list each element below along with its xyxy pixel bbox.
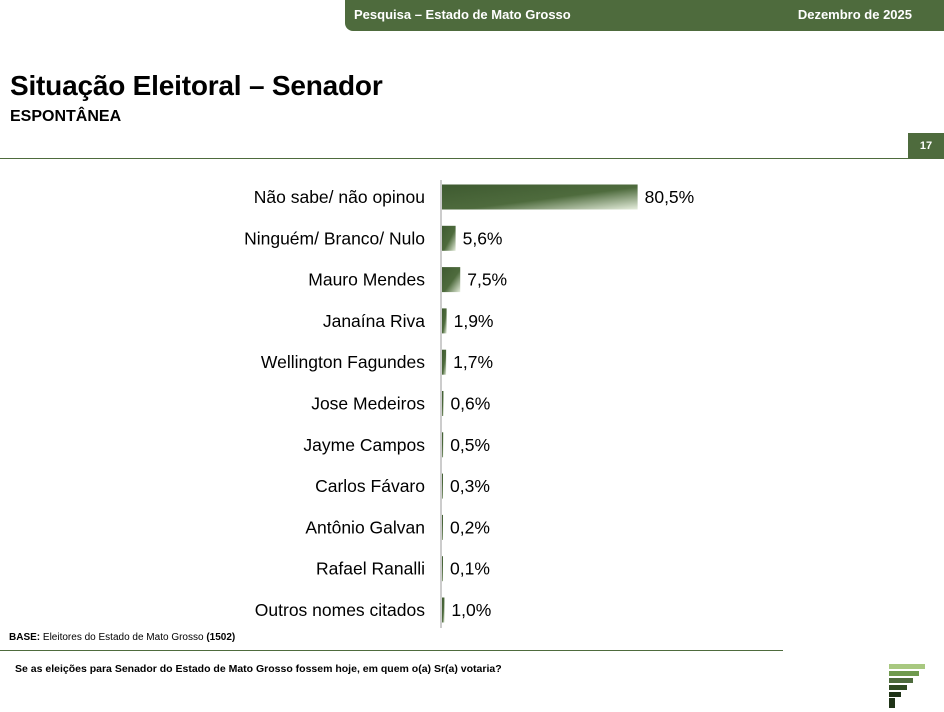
value-label: 0,2%: [450, 517, 490, 537]
value-label: 0,3%: [450, 476, 490, 496]
logo-stripe: [889, 692, 901, 697]
footer-divider: [0, 650, 783, 651]
base-text: Eleitores do Estado de Mato Grosso: [42, 632, 204, 643]
logo-stem: [889, 698, 895, 708]
logo-stripe: [889, 671, 919, 676]
logo-stripe: [889, 664, 925, 669]
category-label: Jayme Campos: [303, 435, 425, 455]
category-label: Carlos Fávaro: [315, 476, 425, 496]
bar: [442, 184, 638, 210]
category-label: Wellington Fagundes: [261, 352, 425, 372]
category-label: Antônio Galvan: [305, 517, 425, 537]
category-label: Outros nomes citados: [255, 600, 425, 620]
bar: [442, 391, 444, 416]
value-label: 80,5%: [645, 187, 695, 207]
category-label: Ninguém/ Branco/ Nulo: [244, 228, 425, 248]
header-title: Pesquisa – Estado de Mato Grosso: [354, 7, 571, 22]
header-bar: Pesquisa – Estado de Mato Grosso Dezembr…: [345, 0, 944, 31]
value-label: 1,0%: [451, 600, 491, 620]
bar: [442, 308, 447, 334]
value-label: 0,1%: [450, 559, 490, 579]
category-label: Jose Medeiros: [311, 394, 425, 414]
header-divider: [0, 158, 908, 159]
logo-stripe: [889, 678, 913, 683]
value-label: 1,9%: [454, 311, 494, 331]
stacked-bars-logo-icon: [889, 664, 925, 708]
logo-stripe: [889, 685, 907, 690]
page-subtitle: ESPONTÂNEA: [10, 108, 122, 125]
bar: [442, 432, 444, 458]
bar: [442, 349, 447, 375]
bar: [442, 267, 461, 293]
value-label: 5,6%: [463, 228, 503, 248]
value-label: 0,6%: [450, 394, 490, 414]
base-label: BASE:: [9, 632, 41, 643]
bar: [442, 225, 456, 251]
category-label: Mauro Mendes: [308, 270, 425, 290]
header-date: Dezembro de 2025: [797, 7, 912, 22]
base-note: BASE: Eleitores do Estado de Mato Grosso…: [9, 632, 235, 643]
category-label: Não sabe/ não opinou: [254, 187, 425, 207]
value-label: 0,5%: [450, 435, 490, 455]
category-label: Rafael Ranalli: [316, 559, 425, 579]
value-label: 1,7%: [453, 352, 493, 372]
category-label: Janaína Riva: [323, 311, 425, 331]
bar: [442, 597, 445, 623]
bar: [442, 473, 443, 499]
base-count: (1502): [206, 632, 236, 643]
bar-chart: Não sabe/ não opinou 80,5% Ninguém/ Branco…: [244, 180, 695, 628]
page-title: Situação Eleitoral – Senador: [10, 70, 383, 101]
value-label: 7,5%: [467, 270, 507, 290]
bar: [442, 556, 443, 582]
survey-question: Se as eleições para Senador do Estado de…: [15, 663, 502, 675]
page-number: 17: [908, 133, 944, 159]
bar: [442, 514, 443, 540]
